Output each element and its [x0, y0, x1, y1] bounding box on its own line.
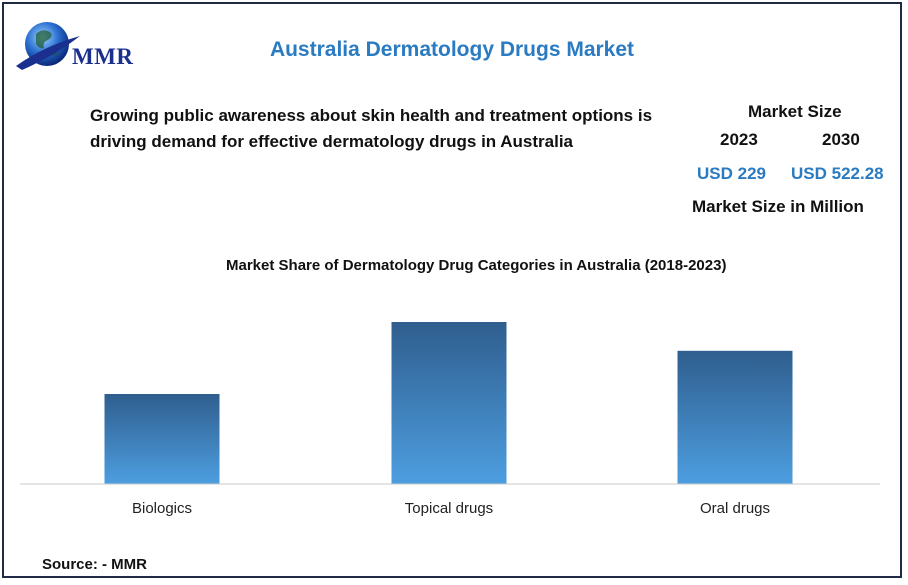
market-size-label: Market Size — [748, 102, 842, 121]
globe-icon — [16, 22, 80, 70]
value-start: USD 229 — [697, 164, 766, 183]
chart-title: Market Share of Dermatology Drug Categor… — [226, 257, 727, 274]
bar-topical-drugs — [391, 322, 507, 484]
page-title: Australia Dermatology Drugs Market — [269, 38, 635, 61]
x-tick-label: Oral drugs — [700, 500, 770, 517]
bar-chart: Biologics Topical drugs Oral drugs — [20, 322, 880, 517]
value-end: USD 522.28 — [791, 164, 884, 183]
x-tick-label: Topical drugs — [405, 500, 493, 517]
bar-biologics — [104, 394, 220, 484]
bar-oral-drugs — [677, 350, 793, 484]
mmr-logo: MMR — [14, 16, 149, 78]
x-tick-label: Biologics — [132, 500, 192, 517]
logo-text: MMR — [72, 44, 134, 69]
year-start: 2023 — [720, 130, 758, 149]
unit-label: Market Size in Million — [692, 197, 864, 216]
infographic-frame: MMR Australia Dermatology Drugs Market G… — [2, 2, 902, 578]
headline-text: Growing public awareness about skin heal… — [90, 106, 653, 151]
year-end: 2030 — [822, 130, 860, 149]
source-note: Source: - MMR — [42, 556, 147, 573]
